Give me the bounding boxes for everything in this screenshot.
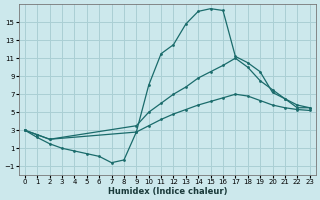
X-axis label: Humidex (Indice chaleur): Humidex (Indice chaleur) xyxy=(108,187,227,196)
